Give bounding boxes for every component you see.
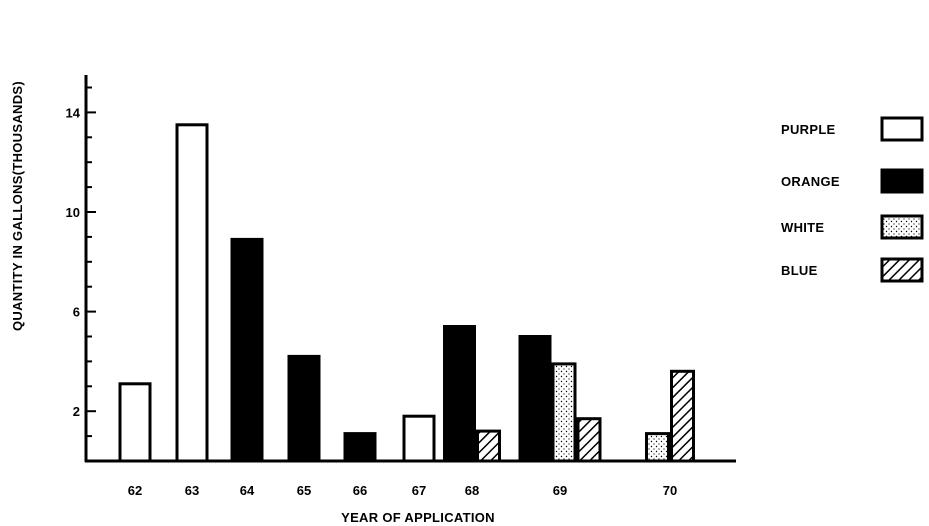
bar-orange-64 xyxy=(230,237,264,463)
x-tick-label: 65 xyxy=(297,483,311,498)
legend-label-orange: ORANGE xyxy=(781,174,840,189)
y-tick-labels: 2 6 10 14 xyxy=(66,105,81,419)
x-tick-label: 64 xyxy=(240,483,255,498)
bar-orange-69 xyxy=(518,335,552,463)
bar-blue-68 xyxy=(476,429,501,463)
bar-purple-67 xyxy=(402,414,436,463)
x-tick-labels: 62 63 64 65 66 67 68 69 70 xyxy=(128,483,677,498)
y-tick-label: 2 xyxy=(73,404,80,419)
x-tick-label: 66 xyxy=(353,483,367,498)
y-axis-title: QUANTITY IN GALLONS(THOUSANDS) xyxy=(10,81,25,331)
legend-swatch-purple xyxy=(880,116,924,142)
bar-blue-70 xyxy=(670,369,695,463)
legend-swatch-orange xyxy=(880,168,924,194)
bar-purple-63 xyxy=(175,123,209,463)
y-tick-label: 14 xyxy=(66,105,81,120)
legend-label-blue: BLUE xyxy=(781,263,818,278)
legend-label-white: WHITE xyxy=(781,220,824,235)
legend-swatch-white xyxy=(880,214,924,240)
bar-white-69 xyxy=(551,362,577,463)
legend-label-purple: PURPLE xyxy=(781,122,836,137)
bar-orange-66 xyxy=(343,432,377,463)
x-axis-title: YEAR OF APPLICATION xyxy=(341,510,495,525)
bar-orange-68 xyxy=(443,325,476,463)
bar-orange-65 xyxy=(287,354,321,463)
y-tick-label: 6 xyxy=(73,305,80,320)
x-tick-label: 63 xyxy=(185,483,199,498)
bar-white-70 xyxy=(645,432,670,463)
x-tick-label: 68 xyxy=(465,483,479,498)
x-tick-label: 70 xyxy=(663,483,677,498)
legend-swatch-blue xyxy=(880,257,924,283)
x-tick-label: 69 xyxy=(553,483,567,498)
x-tick-label: 62 xyxy=(128,483,142,498)
y-tick-label: 10 xyxy=(66,205,80,220)
bars-layer xyxy=(118,123,695,463)
bar-purple-62 xyxy=(118,382,152,463)
y-ticks xyxy=(86,86,96,438)
legend: PURPLE ORANGE WHITE BLUE xyxy=(781,116,924,283)
x-tick-label: 67 xyxy=(412,483,426,498)
bar-blue-69 xyxy=(576,417,602,463)
